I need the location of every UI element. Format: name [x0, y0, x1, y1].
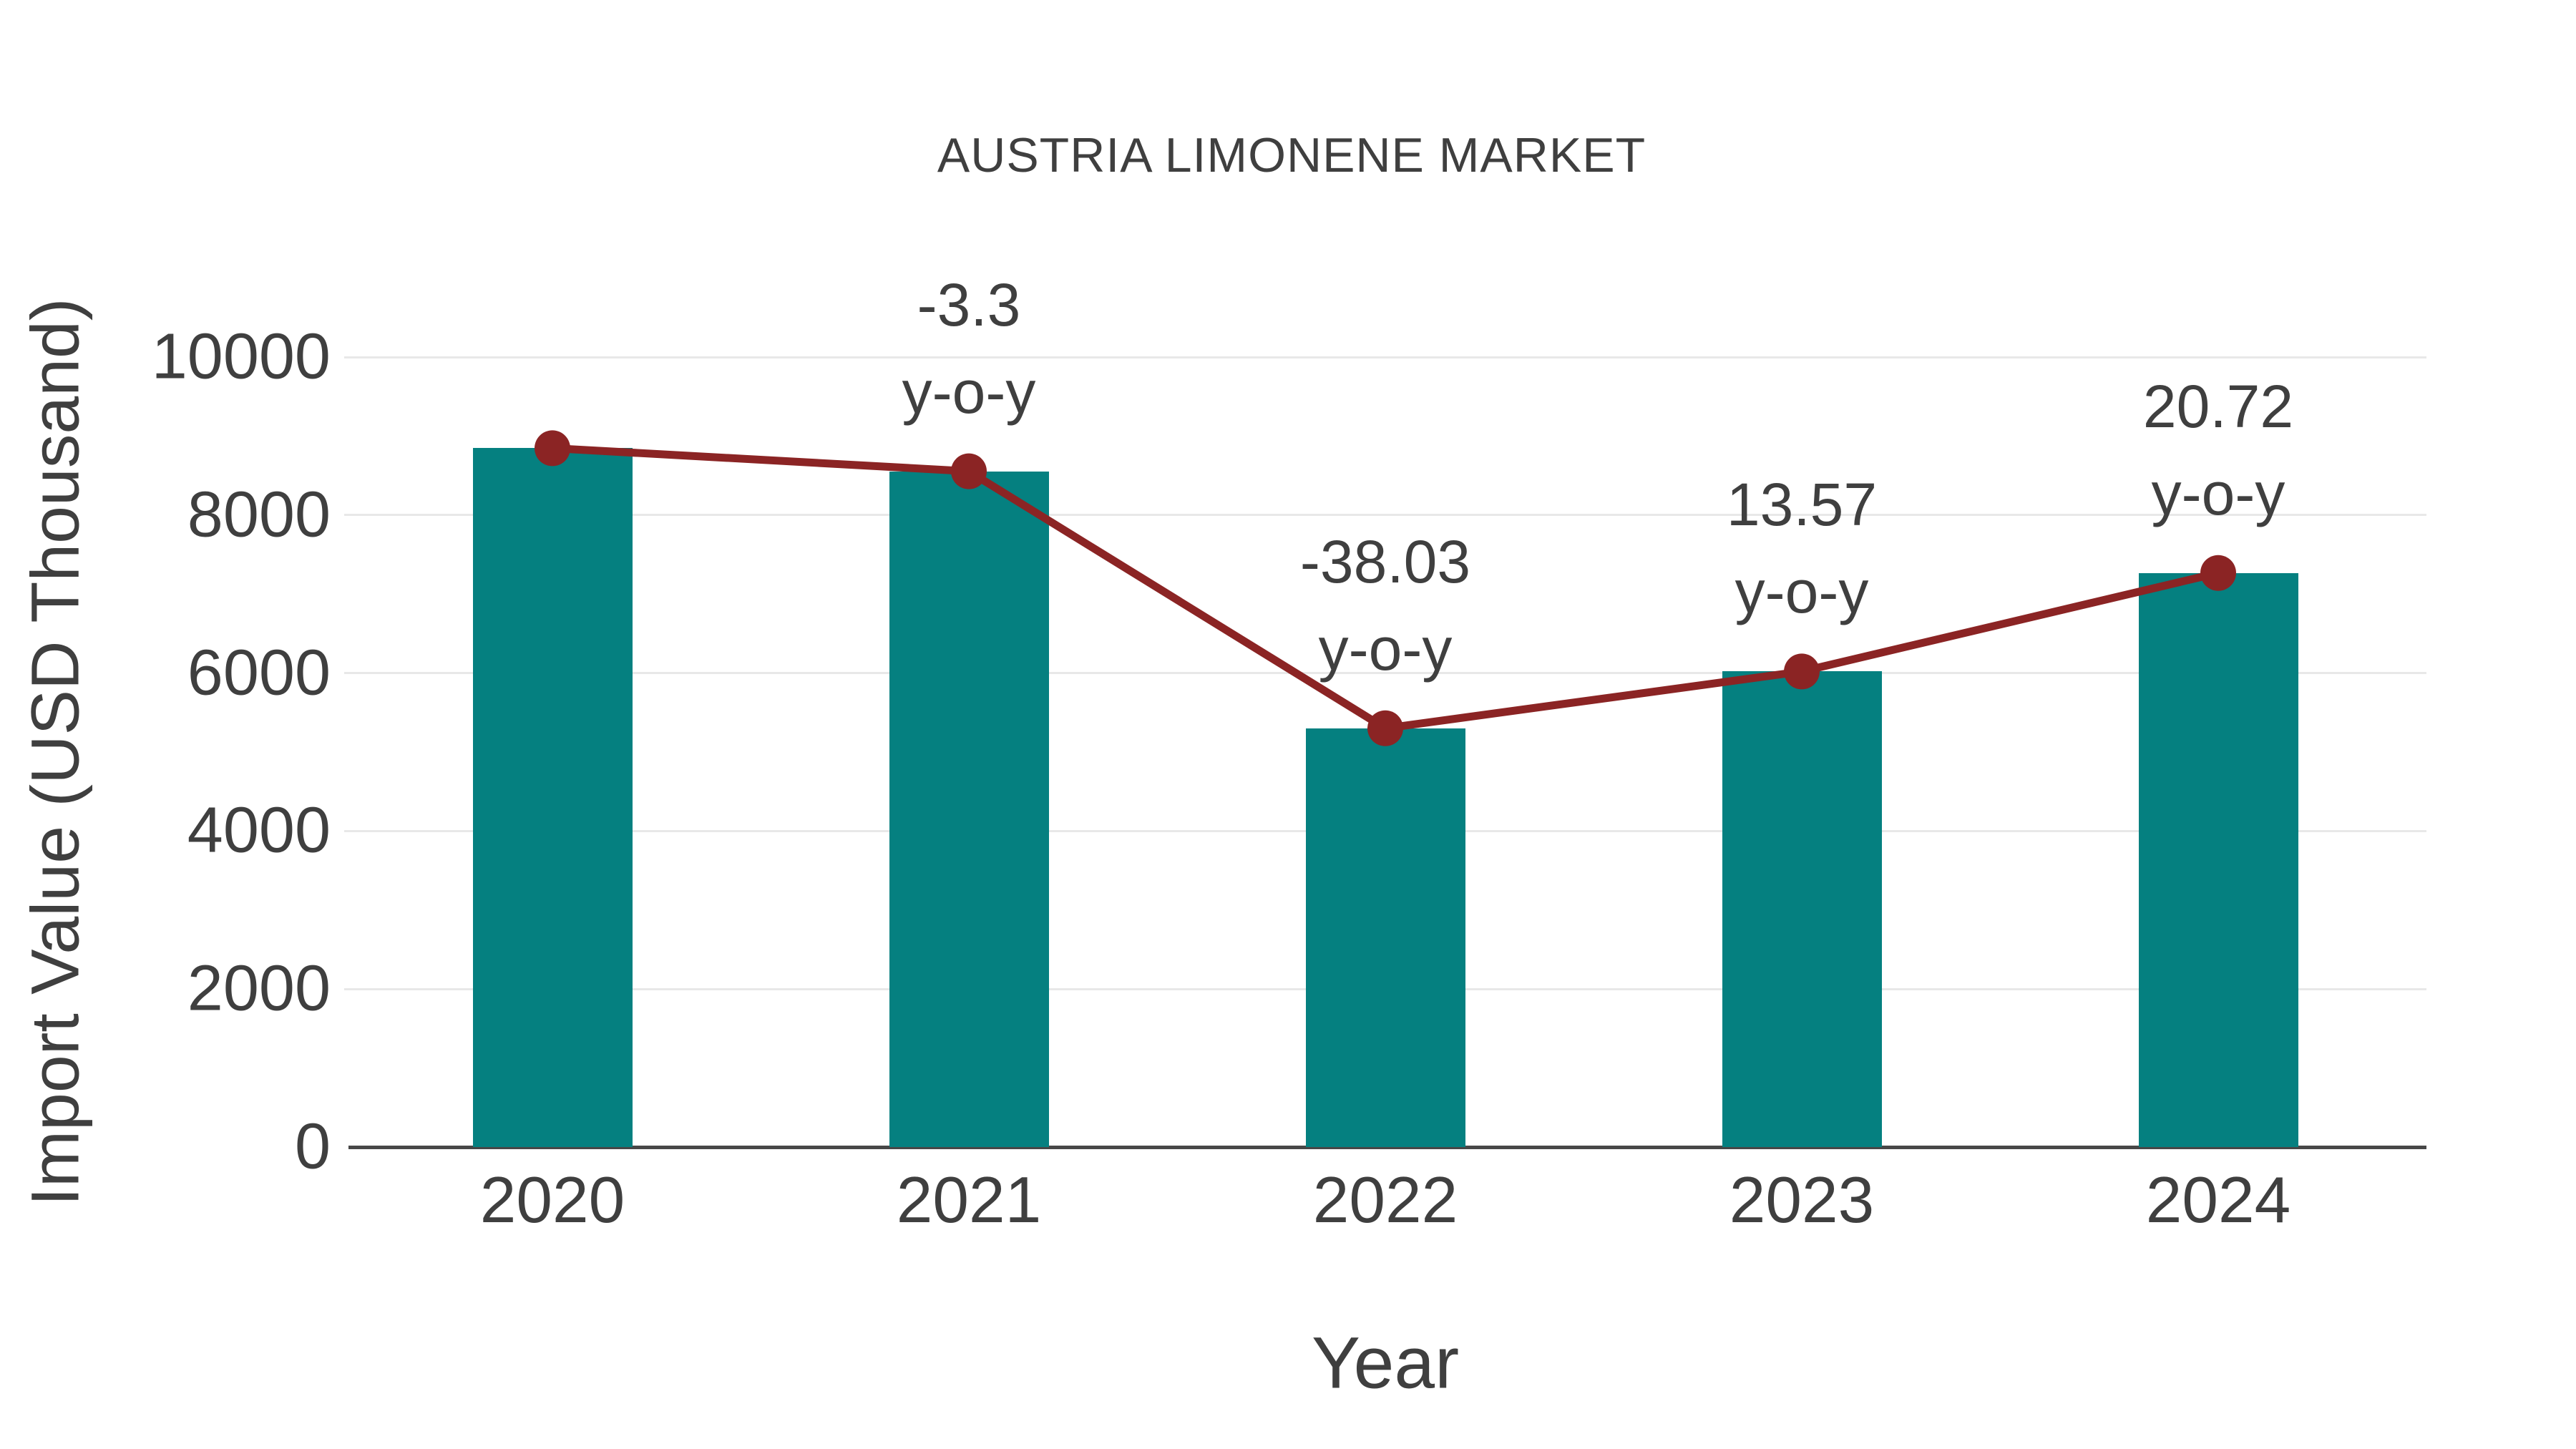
chart-title: AUSTRIA LIMONENE MARKET: [937, 128, 1646, 182]
annotation-value-2021: -3.3: [917, 270, 1021, 338]
y-tick-label-8000: 8000: [187, 479, 331, 551]
annotation-value-2024: 20.72: [2142, 372, 2294, 440]
annotation-unit-2021: y-o-y: [902, 358, 1036, 426]
annotation-2022: -38.03 y-o-y: [1300, 518, 1470, 693]
annotation-2024: 20.72 y-o-y: [2143, 363, 2293, 537]
y-tick-label-0: 0: [294, 1111, 331, 1183]
x-axis-title: Year: [1311, 1322, 1460, 1404]
x-tick-label-2021: 2021: [896, 1164, 1042, 1236]
annotation-value-2023: 13.57: [1726, 471, 1878, 539]
y-tick-label-10000: 10000: [151, 321, 331, 393]
annotation-unit-2023: y-o-y: [1735, 558, 1869, 626]
bar-2020[interactable]: [472, 448, 633, 1147]
gridline-10000: [344, 356, 2426, 358]
bar-2021[interactable]: [889, 471, 1049, 1147]
y-tick-label-6000: 6000: [187, 637, 331, 709]
annotation-unit-2024: y-o-y: [2151, 459, 2285, 527]
gridline-8000: [344, 514, 2426, 517]
annotation-unit-2022: y-o-y: [1318, 615, 1453, 683]
x-tick-label-2024: 2024: [2145, 1164, 2291, 1236]
bar-2022[interactable]: [1305, 728, 1465, 1147]
x-tick-label-2020: 2020: [479, 1164, 625, 1236]
annotation-2021: -3.3 y-o-y: [902, 261, 1036, 436]
x-axis-line: [348, 1145, 2426, 1149]
annotation-value-2022: -38.03: [1299, 527, 1471, 595]
x-tick-label-2022: 2022: [1312, 1164, 1458, 1236]
x-tick-label-2023: 2023: [1729, 1164, 1875, 1236]
bar-2024[interactable]: [2138, 572, 2298, 1147]
y-axis-title: Import Value (USD Thousand): [17, 298, 94, 1206]
annotation-2023: 13.57 y-o-y: [1727, 461, 1877, 635]
y-tick-label-2000: 2000: [187, 952, 331, 1025]
y-tick-label-4000: 4000: [187, 794, 331, 867]
bar-2023[interactable]: [1722, 671, 1882, 1147]
